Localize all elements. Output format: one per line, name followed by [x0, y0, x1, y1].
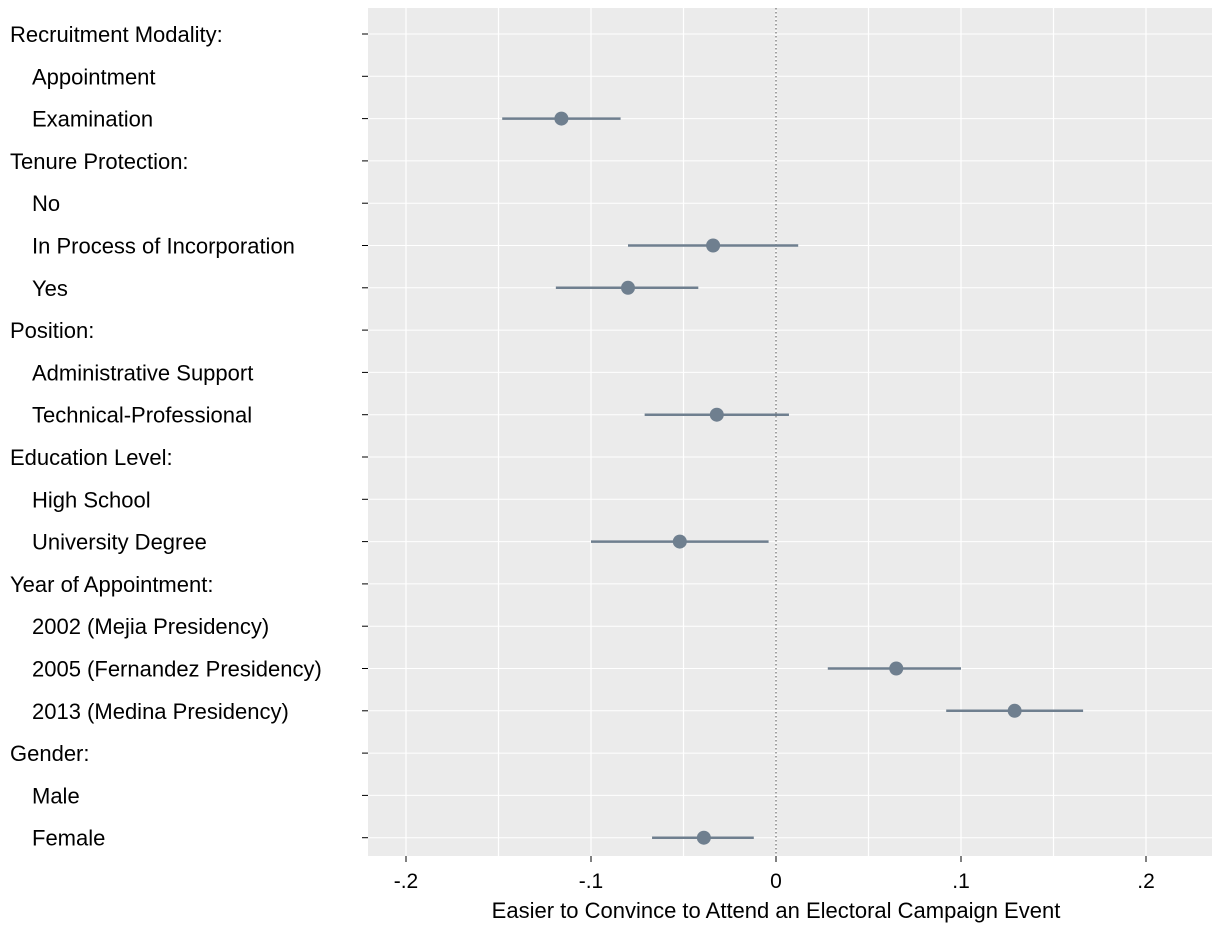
- plot-panel: [368, 8, 1212, 856]
- group-header-label: Education Level:: [10, 445, 173, 470]
- group-header-label: Gender:: [10, 741, 90, 766]
- x-tick-label: -.1: [579, 870, 604, 893]
- x-tick-labels: -.2 -.1 0 .1 .2: [394, 870, 1155, 893]
- point-estimate: [672, 534, 687, 549]
- row-label: High School: [32, 487, 151, 512]
- group-header-label: Year of Appointment:: [10, 572, 213, 597]
- point-estimate: [709, 407, 724, 422]
- point-estimate: [706, 238, 721, 253]
- x-tick-label: -.2: [394, 870, 419, 893]
- row-label: In Process of Incorporation: [32, 234, 295, 259]
- group-header-label: Recruitment Modality:: [10, 22, 223, 47]
- row-label: Male: [32, 783, 80, 808]
- x-axis-title: Easier to Convince to Attend an Electora…: [492, 898, 1061, 923]
- row-label: 2005 (Fernandez Presidency): [32, 657, 322, 682]
- point-estimate: [1007, 703, 1022, 718]
- x-tick-label: 0: [770, 870, 782, 893]
- x-axis-ticks: [405, 856, 1147, 862]
- row-label: Technical-Professional: [32, 403, 252, 428]
- point-estimate: [889, 661, 904, 676]
- row-label: Examination: [32, 107, 153, 132]
- row-labels: Recruitment Modality: Appointment Examinat…: [10, 22, 322, 851]
- group-header-label: Position:: [10, 318, 94, 343]
- row-label: 2013 (Medina Presidency): [32, 699, 289, 724]
- group-header-label: Tenure Protection:: [10, 149, 189, 174]
- row-label: Administrative Support: [32, 360, 253, 385]
- x-tick-label: .2: [1137, 870, 1155, 893]
- row-label: 2002 (Mejia Presidency): [32, 614, 269, 639]
- x-tick-label: .1: [952, 870, 970, 893]
- row-label: No: [32, 191, 60, 216]
- row-label: Yes: [32, 276, 68, 301]
- point-estimate: [696, 830, 711, 845]
- row-label: Appointment: [32, 64, 156, 89]
- point-estimates: [554, 111, 1022, 845]
- row-label: University Degree: [32, 530, 207, 555]
- row-label: Female: [32, 826, 105, 851]
- y-axis-ticks: [362, 33, 368, 839]
- point-estimate: [554, 111, 569, 126]
- point-estimate: [621, 280, 635, 295]
